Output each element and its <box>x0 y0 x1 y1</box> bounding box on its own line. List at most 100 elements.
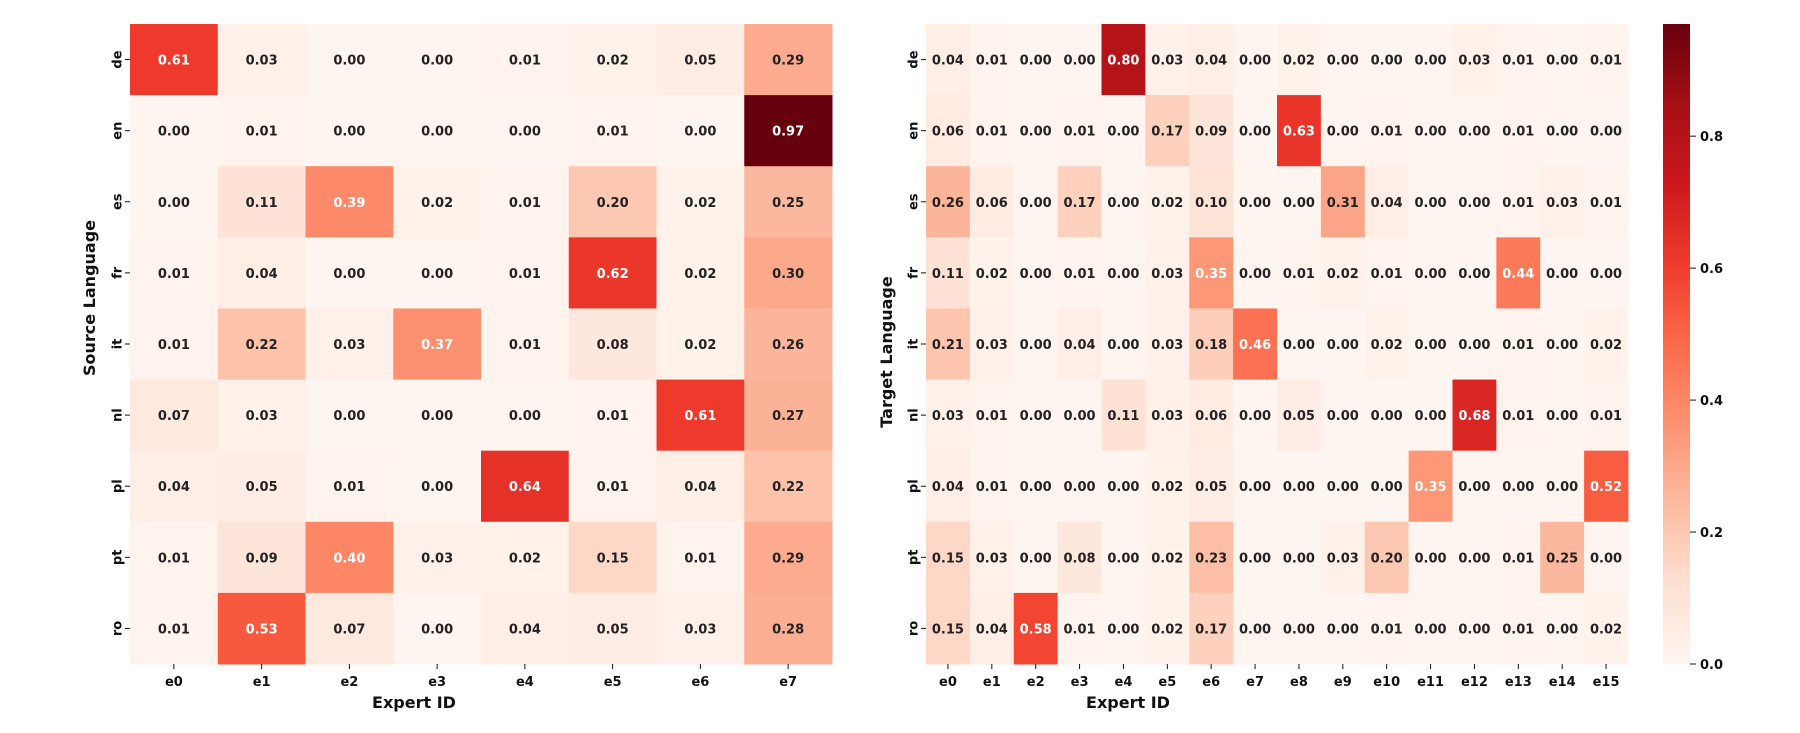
right-cell-en-e4 <box>1101 95 1146 167</box>
right-cell-fr-e5 <box>1145 237 1190 309</box>
left-cell-label: 0.00 <box>421 409 453 424</box>
left-cell-label: 0.01 <box>158 551 190 566</box>
left-cell-label: 0.30 <box>772 267 804 282</box>
left-cell-label: 0.03 <box>246 54 278 69</box>
right-cell-de-e9 <box>1320 24 1366 96</box>
right-cell-pl-e1 <box>969 450 1015 523</box>
left-cell-label: 0.00 <box>333 54 365 69</box>
right-cell-es-e5 <box>1145 166 1190 238</box>
right-cell-label: 0.01 <box>1502 622 1534 637</box>
left-x-tick-label: e0 <box>165 675 183 690</box>
left-cell-pt-e0 <box>130 521 219 594</box>
right-cell-pt-e15 <box>1584 521 1629 594</box>
left-cell-label: 0.22 <box>246 338 278 353</box>
right-cell-ro-e3 <box>1057 592 1102 665</box>
right-cell-label: 0.44 <box>1502 267 1534 282</box>
right-cell-label: 0.00 <box>1064 409 1096 424</box>
right-cell-pt-e10 <box>1364 521 1410 594</box>
right-cell-label: 0.00 <box>1327 54 1359 69</box>
right-x-tick-label: e5 <box>1158 675 1176 690</box>
right-cell-label: 0.00 <box>1327 125 1359 140</box>
right-cell-fr-e4 <box>1101 237 1146 309</box>
right-cell-pl-e5 <box>1145 450 1190 523</box>
right-cell-es-e0 <box>926 166 971 238</box>
right-cell-pt-e9 <box>1320 521 1366 594</box>
right-cell-en-e3 <box>1057 95 1102 167</box>
right-cell-pl-e14 <box>1540 450 1585 523</box>
right-cell-label: 0.00 <box>1371 54 1403 69</box>
left-cell-label: 0.26 <box>772 338 804 353</box>
right-cell-label: 0.00 <box>1415 196 1447 211</box>
right-cell-label: 0.00 <box>1458 267 1490 282</box>
right-cell-en-e15 <box>1584 95 1629 167</box>
right-cell-ro-e6 <box>1189 592 1234 665</box>
right-cell-ro-e2 <box>1013 592 1059 665</box>
right-cell-nl-e9 <box>1320 379 1366 452</box>
right-cell-label: 0.01 <box>1502 409 1534 424</box>
right-cell-ro-e0 <box>926 592 971 665</box>
left-cell-nl-e3 <box>393 379 482 452</box>
left-x-tick-label: e2 <box>340 675 358 690</box>
left-y-tick-label: fr <box>111 266 126 279</box>
left-cell-label: 0.62 <box>597 267 629 282</box>
left-cell-label: 0.00 <box>684 125 716 140</box>
left-cell-pl-e7 <box>744 450 833 523</box>
right-cell-label: 0.09 <box>1195 125 1227 140</box>
right-cell-label: 0.35 <box>1415 480 1447 495</box>
right-cell-label: 0.00 <box>1020 196 1052 211</box>
left-x-axis-title: Expert ID <box>372 693 456 712</box>
right-cell-es-e10 <box>1364 166 1410 238</box>
left-cell-es-e5 <box>568 166 657 238</box>
right-cell-label: 0.17 <box>1195 622 1227 637</box>
right-y-axis-title: Target Language <box>877 276 896 428</box>
right-y-tick-label: it <box>907 339 922 350</box>
right-cell-label: 0.01 <box>1502 338 1534 353</box>
right-cell-label: 0.02 <box>1590 622 1622 637</box>
right-x-tick-label: e14 <box>1549 675 1576 690</box>
left-cell-de-e3 <box>393 24 482 96</box>
left-cell-label: 0.00 <box>421 267 453 282</box>
left-cell-label: 0.39 <box>333 196 365 211</box>
left-cell-fr-e3 <box>393 237 482 309</box>
left-cell-en-e4 <box>481 95 570 167</box>
right-cell-pl-e2 <box>1013 450 1059 523</box>
right-cell-label: 0.04 <box>932 54 964 69</box>
right-cell-pt-e8 <box>1277 521 1322 594</box>
right-cell-label: 0.46 <box>1239 338 1271 353</box>
left-y-tick-label: nl <box>111 408 126 422</box>
right-cell-en-e13 <box>1496 95 1541 167</box>
left-cell-ro-e2 <box>305 592 394 665</box>
left-cell-label: 0.64 <box>509 480 541 495</box>
right-cell-label: 0.00 <box>1502 480 1534 495</box>
right-y-tick-label: pt <box>907 550 922 566</box>
left-cell-pt-e5 <box>568 521 657 594</box>
right-cell-it-e12 <box>1452 308 1497 381</box>
left-cell-en-e2 <box>305 95 394 167</box>
right-cell-ro-e4 <box>1101 592 1146 665</box>
left-cell-label: 0.00 <box>333 125 365 140</box>
right-x-tick-label: e9 <box>1334 675 1352 690</box>
right-x-tick-label: e6 <box>1202 675 1220 690</box>
right-cell-label: 0.01 <box>976 480 1008 495</box>
right-cell-ro-e7 <box>1233 592 1278 665</box>
right-cell-label: 0.04 <box>1371 196 1403 211</box>
right-cell-ro-e9 <box>1320 592 1366 665</box>
left-cell-label: 0.00 <box>158 196 190 211</box>
right-y-tick-label: es <box>907 193 922 210</box>
left-cell-ro-e3 <box>393 592 482 665</box>
left-cell-label: 0.40 <box>333 551 365 566</box>
left-y-tick-label: de <box>111 50 126 68</box>
right-cell-label: 0.00 <box>1107 125 1139 140</box>
left-y-tick-label: pl <box>111 479 126 493</box>
left-cell-pl-e4 <box>481 450 570 523</box>
left-cell-fr-e2 <box>305 237 394 309</box>
right-cell-label: 0.02 <box>1590 338 1622 353</box>
right-cell-it-e15 <box>1584 308 1629 381</box>
right-cell-en-e8 <box>1277 95 1322 167</box>
right-cell-de-e13 <box>1496 24 1541 96</box>
right-cell-label: 0.31 <box>1327 196 1359 211</box>
left-cell-label: 0.53 <box>246 622 278 637</box>
right-cell-nl-e10 <box>1364 379 1410 452</box>
right-cell-es-e13 <box>1496 166 1541 238</box>
right-cell-label: 0.01 <box>1371 267 1403 282</box>
